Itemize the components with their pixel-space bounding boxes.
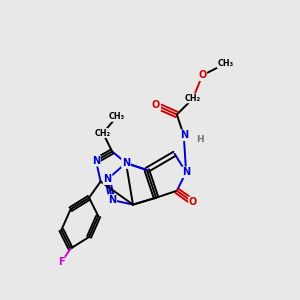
Text: H: H — [196, 135, 204, 144]
Text: N: N — [92, 156, 100, 166]
Text: N: N — [103, 174, 112, 184]
Text: CH₂: CH₂ — [95, 128, 111, 137]
Text: N: N — [182, 167, 190, 177]
Text: CH₃: CH₃ — [109, 112, 125, 121]
Text: F: F — [58, 257, 65, 267]
Text: CH₂: CH₂ — [185, 94, 201, 103]
Text: N: N — [108, 195, 116, 205]
Text: O: O — [189, 197, 197, 207]
Text: O: O — [152, 100, 160, 110]
Text: O: O — [198, 70, 206, 80]
Text: N: N — [122, 158, 130, 168]
Text: CH₃: CH₃ — [217, 59, 233, 68]
Text: N: N — [180, 130, 188, 140]
